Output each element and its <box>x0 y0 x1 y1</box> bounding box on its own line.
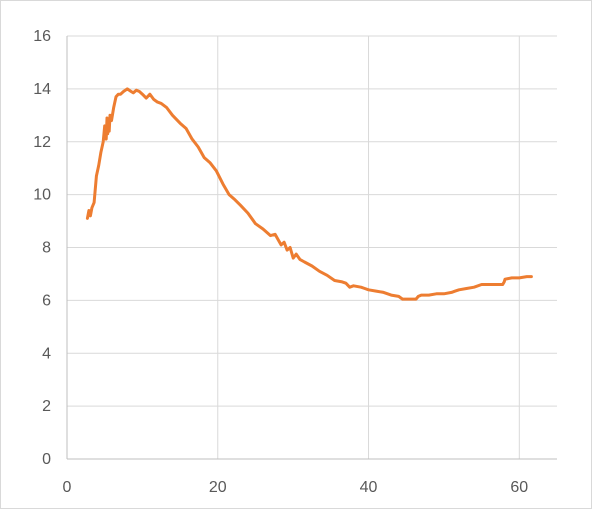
x-tick-label: 60 <box>510 479 528 496</box>
gridlines <box>67 35 557 459</box>
y-tick-label: 8 <box>42 240 51 257</box>
y-tick-label: 10 <box>33 187 51 204</box>
y-tick-label: 2 <box>42 398 51 415</box>
y-tick-label: 12 <box>33 134 51 151</box>
y-tick-label: 14 <box>33 81 51 98</box>
x-tick-label: 40 <box>360 479 378 496</box>
x-tick-label: 0 <box>63 479 72 496</box>
axes <box>66 36 557 460</box>
series-layer <box>85 87 533 301</box>
y-tick-label: 6 <box>42 292 51 309</box>
series-line <box>85 87 533 301</box>
x-tick-label: 20 <box>209 479 227 496</box>
y-tick-label: 4 <box>42 345 51 362</box>
y-tick-label: 16 <box>33 28 51 45</box>
y-tick-label: 0 <box>42 451 51 468</box>
tick-labels: 0 2 4 6 8 10 12 14 16 0 20 40 60 <box>33 28 528 496</box>
